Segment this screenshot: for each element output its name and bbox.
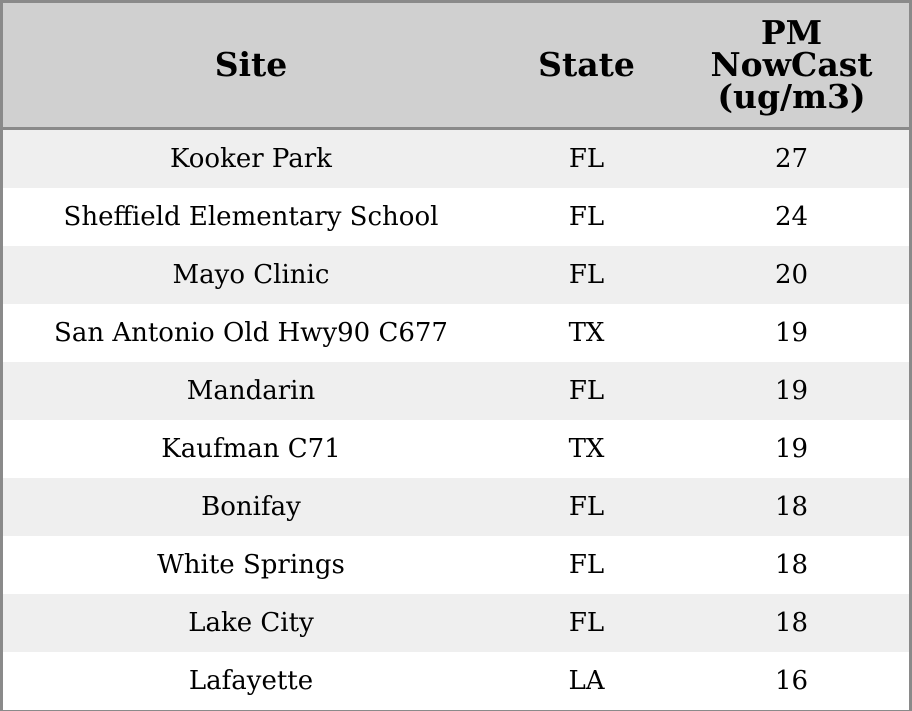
pm-nowcast-table: Site State PM NowCast (ug/m3) Kooker Par…	[3, 3, 909, 710]
header-pm-nowcast: PM NowCast (ug/m3)	[674, 3, 909, 130]
cell-pm-nowcast: 18	[674, 478, 909, 536]
cell-site: San Antonio Old Hwy90 C677	[3, 304, 499, 362]
cell-site: Lafayette	[3, 652, 499, 710]
cell-site: Sheffield Elementary School	[3, 188, 499, 246]
cell-pm-nowcast: 18	[674, 536, 909, 594]
header-pm-line-2: NowCast	[710, 45, 873, 84]
cell-pm-nowcast: 27	[674, 128, 909, 188]
cell-state: TX	[499, 420, 674, 478]
cell-pm-nowcast: 19	[674, 362, 909, 420]
cell-site: Bonifay	[3, 478, 499, 536]
cell-site: Lake City	[3, 594, 499, 652]
cell-site: Mandarin	[3, 362, 499, 420]
cell-site: Kaufman C71	[3, 420, 499, 478]
cell-site: Kooker Park	[3, 128, 499, 188]
table-row: Bonifay FL 18	[3, 478, 909, 536]
header-site: Site	[3, 3, 499, 130]
cell-pm-nowcast: 19	[674, 420, 909, 478]
cell-state: FL	[499, 536, 674, 594]
table-row: Kooker Park FL 27	[3, 128, 909, 188]
cell-site: White Springs	[3, 536, 499, 594]
table-header: Site State PM NowCast (ug/m3)	[3, 3, 909, 130]
header-state-label: State	[538, 45, 635, 84]
table-row: Lafayette LA 16	[3, 652, 909, 710]
table-row: Sheffield Elementary School FL 24	[3, 188, 909, 246]
table-row: San Antonio Old Hwy90 C677 TX 19	[3, 304, 909, 362]
cell-pm-nowcast: 16	[674, 652, 909, 710]
cell-state: FL	[499, 128, 674, 188]
cell-pm-nowcast: 20	[674, 246, 909, 304]
table-body: Kooker Park FL 27 Sheffield Elementary Scho…	[3, 128, 909, 710]
table-row: Mandarin FL 19	[3, 362, 909, 420]
table-row: Lake City FL 18	[3, 594, 909, 652]
cell-state: LA	[499, 652, 674, 710]
cell-state: FL	[499, 246, 674, 304]
header-state: State	[499, 3, 674, 130]
header-row: Site State PM NowCast (ug/m3)	[3, 3, 909, 130]
cell-state: FL	[499, 478, 674, 536]
table-row: White Springs FL 18	[3, 536, 909, 594]
table-row: Mayo Clinic FL 20	[3, 246, 909, 304]
cell-state: FL	[499, 188, 674, 246]
table-row: Kaufman C71 TX 19	[3, 420, 909, 478]
header-pm-line-3: (ug/m3)	[717, 77, 866, 116]
cell-site: Mayo Clinic	[3, 246, 499, 304]
cell-state: TX	[499, 304, 674, 362]
cell-pm-nowcast: 18	[674, 594, 909, 652]
cell-state: FL	[499, 594, 674, 652]
cell-pm-nowcast: 24	[674, 188, 909, 246]
header-pm-line-1: PM	[760, 13, 823, 52]
cell-pm-nowcast: 19	[674, 304, 909, 362]
header-site-label: Site	[214, 45, 288, 84]
cell-state: FL	[499, 362, 674, 420]
